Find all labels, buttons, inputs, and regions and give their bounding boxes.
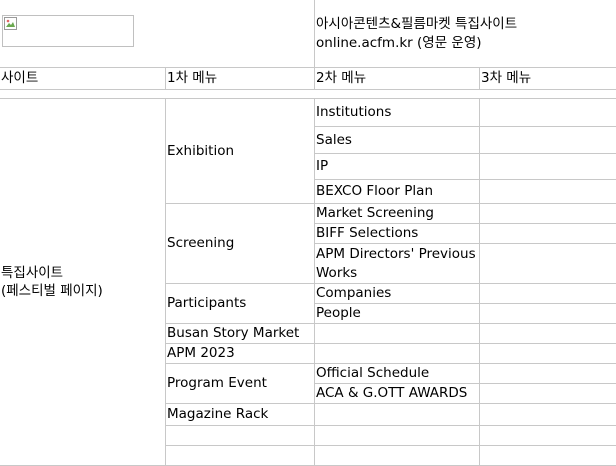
menu3-empty bbox=[480, 304, 616, 324]
menu2-empty bbox=[315, 404, 480, 426]
site-url-note: online.acfm.kr (영문 운영) bbox=[316, 34, 616, 53]
menu2-item: Companies bbox=[315, 284, 480, 304]
site-group-cell: 특집사이트 (페스티벌 페이지) bbox=[0, 99, 166, 466]
menu1-item: Magazine Rack bbox=[166, 404, 315, 426]
menu3-empty bbox=[480, 344, 616, 364]
site-group-line1: 특집사이트 bbox=[1, 264, 165, 282]
menu3-empty bbox=[480, 324, 616, 344]
site-title-cell: 아시아콘텐츠&필름마켓 특집사이트 online.acfm.kr (영문 운영) bbox=[315, 0, 616, 68]
menu2-item: ACA & G.OTT AWARDS bbox=[315, 384, 480, 404]
menu1-empty bbox=[166, 446, 315, 466]
spacer-row bbox=[0, 90, 616, 99]
col-header-site: 사이트 bbox=[0, 68, 166, 90]
menu3-empty bbox=[480, 244, 616, 284]
site-group-line2: (페스티벌 페이지) bbox=[1, 282, 165, 300]
menu2-item: BEXCO Floor Plan bbox=[315, 180, 480, 204]
site-title: 아시아콘텐츠&필름마켓 특집사이트 bbox=[316, 15, 616, 34]
menu2-item: BIFF Selections bbox=[315, 224, 480, 244]
menu1-item: Busan Story Market bbox=[166, 324, 315, 344]
menu3-empty bbox=[480, 204, 616, 224]
menu2-empty bbox=[315, 324, 480, 344]
menu1-item: Participants bbox=[166, 284, 315, 324]
menu2-empty bbox=[315, 344, 480, 364]
menu3-empty bbox=[480, 364, 616, 384]
menu3-empty bbox=[480, 154, 616, 180]
menu1-item: Screening bbox=[166, 204, 315, 284]
menu3-empty bbox=[480, 180, 616, 204]
menu2-item: APM Directors' Previous Works bbox=[315, 244, 480, 284]
menu3-empty bbox=[480, 384, 616, 404]
broken-image-icon bbox=[4, 17, 17, 30]
logo-cell bbox=[0, 0, 315, 68]
menu2-item: Official Schedule bbox=[315, 364, 480, 384]
menu3-empty bbox=[480, 446, 616, 466]
col-header-menu3: 3차 메뉴 bbox=[480, 68, 616, 90]
menu2-item: People bbox=[315, 304, 480, 324]
menu3-empty bbox=[480, 224, 616, 244]
menu2-item: Market Screening bbox=[315, 204, 480, 224]
menu2-item: IP bbox=[315, 154, 480, 180]
menu2-empty bbox=[315, 446, 480, 466]
menu3-empty bbox=[480, 426, 616, 446]
menu1-item: APM 2023 bbox=[166, 344, 315, 364]
menu3-empty bbox=[480, 284, 616, 304]
menu2-item: Sales bbox=[315, 127, 480, 154]
menu2-empty bbox=[315, 426, 480, 446]
menu2-item: Institutions bbox=[315, 99, 480, 127]
menu3-empty bbox=[480, 99, 616, 127]
menu3-empty bbox=[480, 127, 616, 154]
menu1-item: Exhibition bbox=[166, 99, 315, 204]
broken-image-placeholder bbox=[2, 15, 134, 47]
col-header-menu2: 2차 메뉴 bbox=[315, 68, 480, 90]
menu1-empty bbox=[166, 426, 315, 446]
menu3-empty bbox=[480, 404, 616, 426]
col-header-menu1: 1차 메뉴 bbox=[166, 68, 315, 90]
menu1-item: Program Event bbox=[166, 364, 315, 404]
